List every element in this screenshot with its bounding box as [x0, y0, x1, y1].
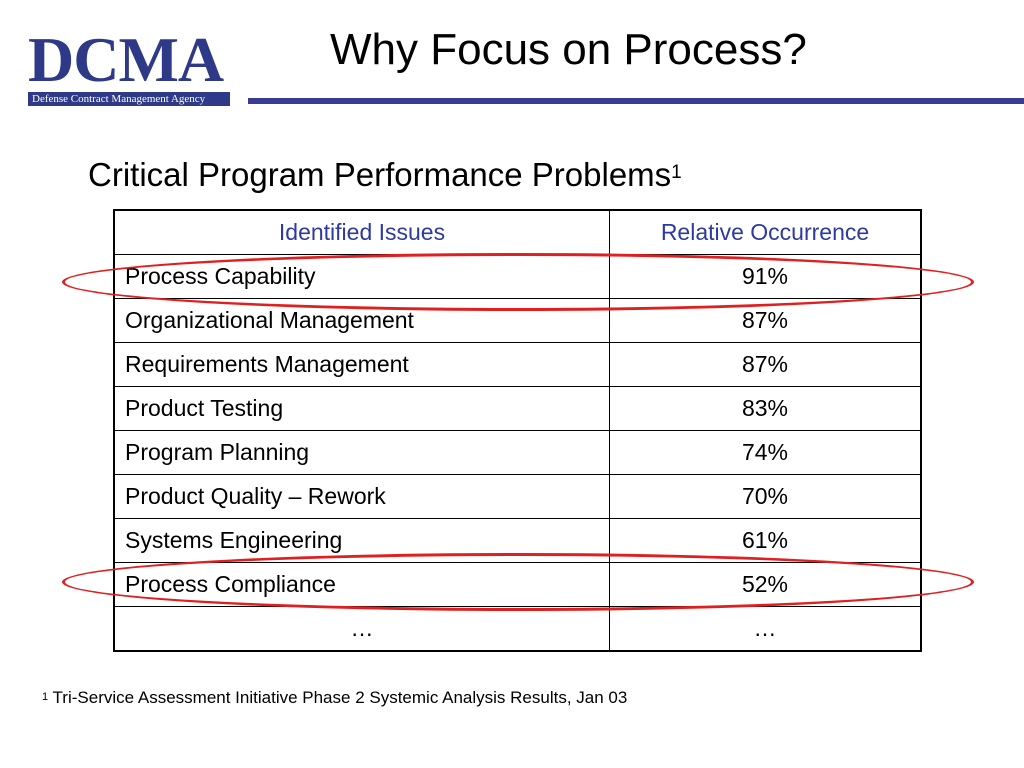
footnote-marker: 1: [42, 691, 49, 703]
title-rule: [248, 98, 1024, 104]
table-row: Program Planning 74%: [113, 430, 922, 475]
occurrence-cell: …: [609, 606, 922, 652]
footnote: 1 Tri-Service Assessment Initiative Phas…: [42, 687, 627, 709]
subtitle-text: Critical Program Performance Problems: [88, 156, 672, 193]
occurrence-cell: 74%: [609, 430, 922, 475]
footnote-text: Tri-Service Assessment Initiative Phase …: [52, 688, 628, 707]
table-row: … …: [113, 606, 922, 652]
slide-subtitle: Critical Program Performance Problems1: [88, 153, 682, 197]
logo-wordmark: DCMA: [28, 24, 224, 95]
occurrence-cell: 87%: [609, 342, 922, 387]
issue-cell: …: [113, 606, 610, 652]
dcma-logo: DCMA Defense Contract Management Agency: [28, 24, 233, 106]
issue-cell: Product Quality – Rework: [113, 474, 610, 519]
table-row: Product Testing 83%: [113, 386, 922, 431]
highlight-ellipse-process-capability: [62, 253, 974, 311]
table-row: Product Quality – Rework 70%: [113, 474, 922, 519]
table-row: Requirements Management 87%: [113, 342, 922, 387]
issue-cell: Product Testing: [113, 386, 610, 431]
occurrence-cell: 83%: [609, 386, 922, 431]
header-identified-issues: Identified Issues: [113, 209, 610, 255]
logo-agency-name: Defense Contract Management Agency: [28, 92, 230, 106]
subtitle-footnote-marker: 1: [671, 162, 682, 183]
occurrence-cell: 70%: [609, 474, 922, 519]
header-relative-occurrence: Relative Occurrence: [609, 209, 922, 255]
table-header-row: Identified Issues Relative Occurrence: [113, 209, 922, 255]
highlight-ellipse-process-compliance: [62, 553, 974, 611]
issue-cell: Requirements Management: [113, 342, 610, 387]
slide-title: Why Focus on Process?: [330, 25, 807, 74]
issue-cell: Program Planning: [113, 430, 610, 475]
